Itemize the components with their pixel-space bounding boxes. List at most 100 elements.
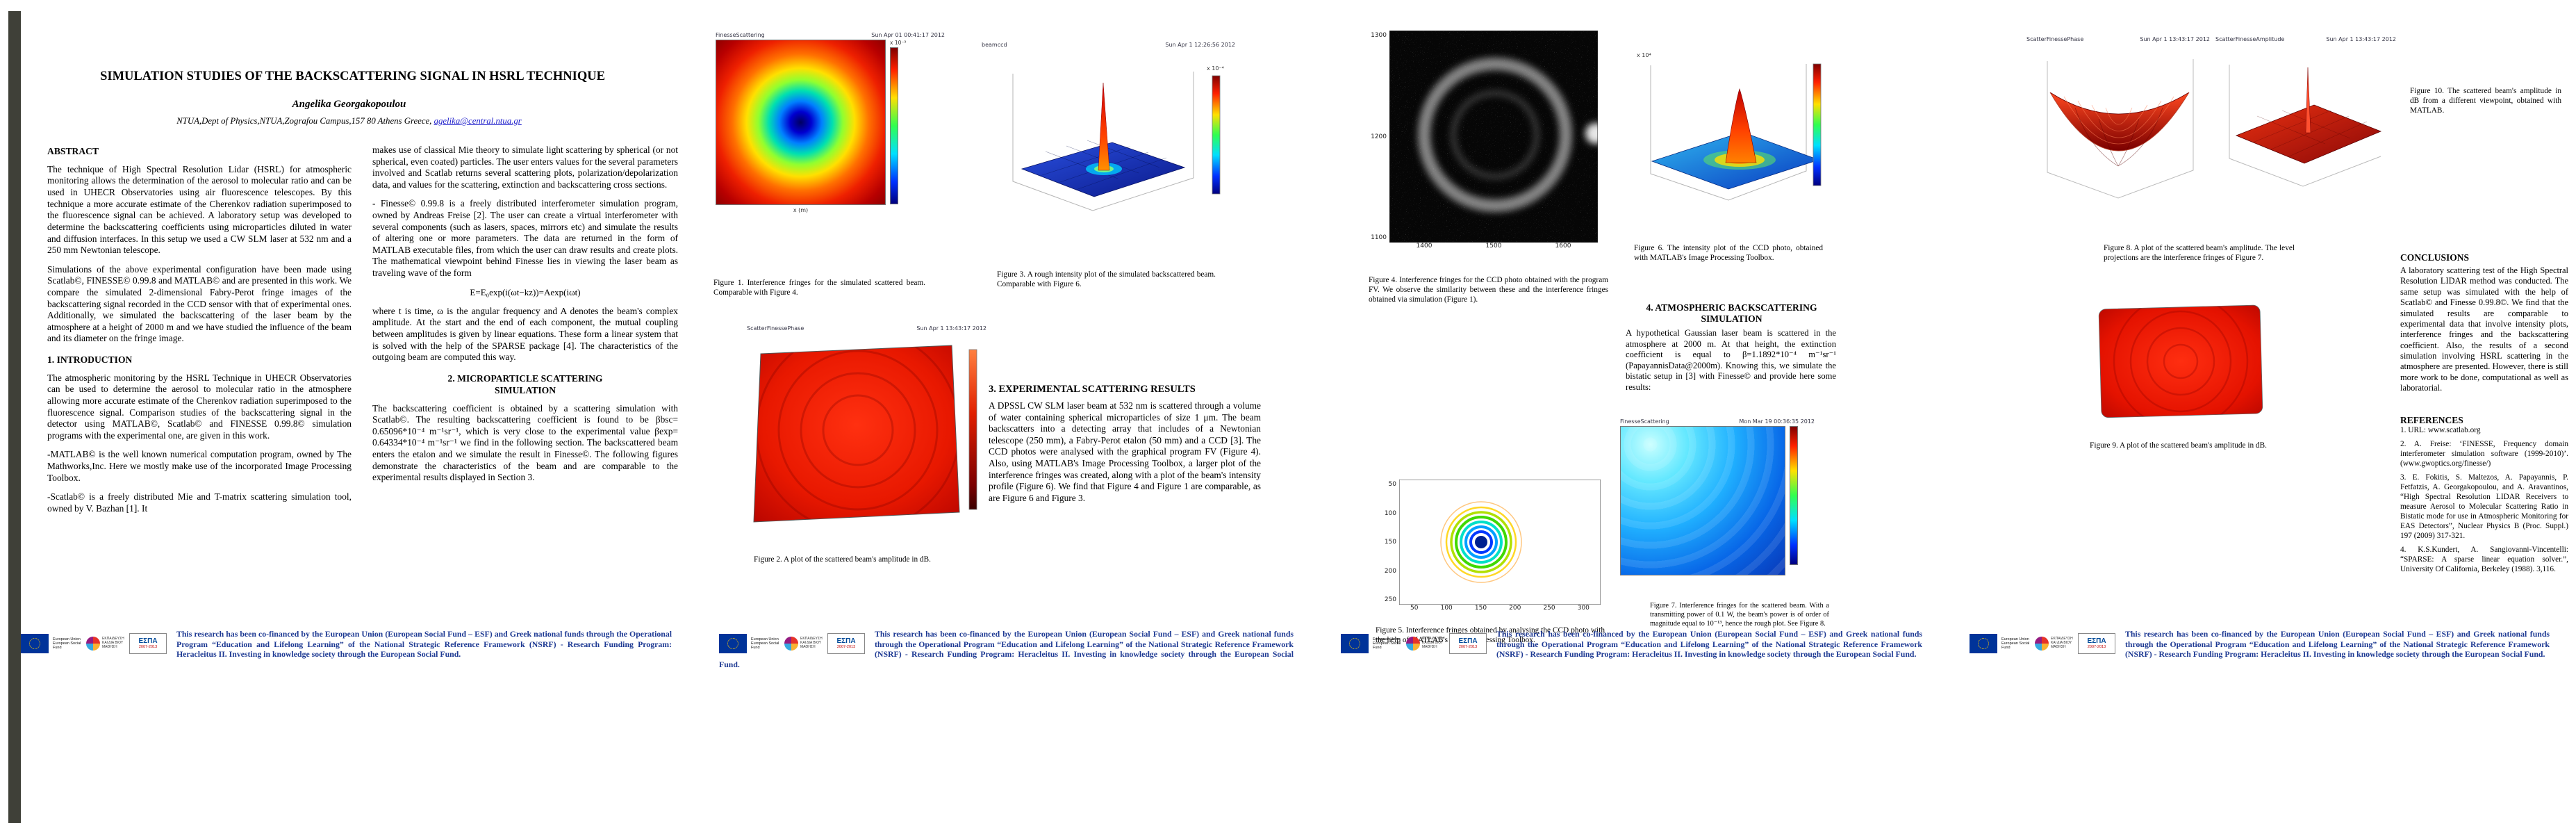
- figure-6: x 10⁴: [1624, 43, 1833, 231]
- eu-stars-icon: [1978, 638, 1989, 649]
- atmospheric-paragraph: A hypothetical Gaussian laser beam is sc…: [1626, 328, 1836, 393]
- op-label: ΕΚΠΑΙΔΕΥΣΗ ΚΑΙ ΔΙΑ ΒΙΟΥ ΜΑΘΗΣΗ: [1422, 637, 1444, 649]
- nsrf-label: ΕΣΠΑ: [138, 637, 158, 645]
- figure-5-x-axis: 50 100 150 200 250 300: [1399, 605, 1601, 614]
- nsrf-years: 2007-2013: [836, 645, 856, 649]
- figure-9-caption: Figure 9. A plot of the scattered beam's…: [2090, 441, 2267, 450]
- figure-8-axes: [2047, 59, 2194, 199]
- tick-label: 200: [1384, 567, 1396, 575]
- figure-8-window-title: ScatterFinessePhase: [2026, 36, 2084, 42]
- figure-3-plot: x 10⁻⁴: [982, 49, 1232, 237]
- figure-1-xlabel: x (m): [793, 207, 809, 213]
- tick-label: 50: [1388, 481, 1396, 488]
- figure-3-colorbar: [1212, 75, 1221, 195]
- figure-5-plot: [1399, 480, 1601, 605]
- eu-flag-label: European Union European Social Fund: [1373, 637, 1401, 651]
- figure-3-window-title: beamccd: [982, 42, 1007, 48]
- nsrf-label: ΕΣΠΑ: [2087, 637, 2106, 645]
- nsrf-logo: ΕΣΠΑ 2007-2013: [129, 633, 167, 654]
- op-label: ΕΚΠΑΙΔΕΥΣΗ ΚΑΙ ΔΙΑ ΒΙΟΥ ΜΑΘΗΣΗ: [2051, 637, 2073, 649]
- page1-column-left: ABSTRACT The technique of High Spectral …: [47, 145, 352, 523]
- tick-label: 250: [1543, 605, 1555, 612]
- atmospheric-heading: 4. ATMOSPHERIC BACKSCATTERING SIMULATION: [1626, 302, 1838, 325]
- eu-stars-icon: [1349, 638, 1360, 649]
- tick-label: 150: [1474, 605, 1487, 612]
- figure-5-fringe-center: [1475, 536, 1487, 548]
- eu-stars-icon: [29, 638, 40, 649]
- tick-label: 200: [1509, 605, 1521, 612]
- eu-stars-icon: [727, 638, 738, 649]
- figure-4-x-axis: 1400 1500 1600: [1389, 243, 1598, 252]
- figure-10-header: ScatterFinesseAmplitude Sun Apr 1 13:43:…: [2215, 36, 2396, 42]
- email-link[interactable]: agelika@central.ntua.gr: [434, 116, 522, 126]
- figure-2-window-title: ScatterFinessePhase: [747, 325, 804, 332]
- microparticle-paragraph: The backscattering coefficient is obtain…: [372, 402, 678, 483]
- op-label: ΕΚΠΑΙΔΕΥΣΗ ΚΑΙ ΔΙΑ ΒΙΟΥ ΜΑΘΗΣΗ: [102, 637, 124, 649]
- figure-1-window-title: FinesseScattering: [716, 32, 765, 38]
- figure-5: 50 100 150 200 250: [1381, 480, 1601, 614]
- operational-programme-logo: ΕΚΠΑΙΔΕΥΣΗ ΚΑΙ ΔΙΑ ΒΙΟΥ ΜΑΘΗΣΗ: [2035, 637, 2074, 651]
- nsrf-logo: ΕΣΠΑ 2007-2013: [827, 633, 865, 654]
- references-heading: REFERENCES: [2400, 415, 2463, 426]
- experimental-pa: A DPSSL CW SLM laser beam at 532 nm is s…: [989, 400, 1261, 504]
- figure-7-colorbar-wrap: [1790, 426, 1798, 565]
- figure-1-caption: Figure 1. Interference fringes for the s…: [713, 279, 925, 297]
- figure-7-date: Mon Mar 19 00:36:35 2012: [1739, 418, 1815, 425]
- tick-label: 100: [1384, 509, 1396, 517]
- nsrf-years: 2007-2013: [138, 645, 158, 649]
- figure-10-surface: [2235, 104, 2382, 164]
- op-circle-icon: [784, 637, 798, 651]
- funding-text: This research has been co-financed by th…: [2125, 629, 2550, 660]
- figure-7-window-title: FinesseScattering: [1620, 418, 1669, 425]
- figure-3-caption: Figure 3. A rough intensity plot of the …: [997, 270, 1216, 289]
- figure-2-plot: [747, 333, 983, 541]
- tick-label: 250: [1384, 596, 1396, 603]
- experimental-heading: 3. EXPERIMENTAL SCATTERING RESULTS: [989, 384, 1196, 395]
- figure-1-date: Sun Apr 01 00:41:17 2012: [871, 32, 945, 38]
- reference-item: 1. URL: www.scatlab.org: [2400, 426, 2481, 434]
- funding-text: This research has been co-financed by th…: [1496, 629, 1922, 660]
- introduction-paragraph-3: -Scatlab© is a freely distributed Mie an…: [47, 491, 352, 514]
- figure-6-exponent-label: x 10⁴: [1637, 52, 1651, 58]
- conclusions-block: A laboratory scattering test of the High…: [2400, 265, 2568, 394]
- figure-4: 1300 1200 1100: [1370, 31, 1598, 252]
- eu-flag-label: European Union European Social Fund: [751, 637, 779, 651]
- figure-3: beamccd Sun Apr 1 12:26:56 2012: [982, 42, 1235, 240]
- affiliation-text: NTUA,Dept of Physics,NTUA,Zografou Campu…: [176, 116, 434, 126]
- conclusions-heading: CONCLUSIONS: [2400, 252, 2470, 263]
- nsrf-label: ΕΣΠΑ: [1458, 637, 1478, 645]
- nsrf-logo: ΕΣΠΑ 2007-2013: [2078, 633, 2115, 654]
- left-edge-bar: [8, 11, 21, 823]
- experimental-paragraph: A DPSSL CW SLM laser beam at 532 nm is s…: [989, 400, 1261, 503]
- figure-2: ScatterFinessePhase Sun Apr 1 13:43:17 2…: [747, 325, 986, 545]
- page-3: 1300 1200 1100: [1320, 0, 1949, 834]
- operational-programme-logo: ΕΚΠΑΙΔΕΥΣΗ ΚΑΙ ΔΙΑ ΒΙΟΥ ΜΑΘΗΣΗ: [86, 637, 125, 651]
- tick-label: 1600: [1555, 243, 1571, 250]
- reference-item: 3. E. Fokitis, S. Maltezos, A. Papayanni…: [2400, 473, 2568, 540]
- figure-6-caption: Figure 6. The intensity plot of the CCD …: [1634, 244, 1823, 263]
- figure-3-axes: [1012, 72, 1194, 211]
- figure-2-header: ScatterFinessePhase Sun Apr 1 13:43:17 2…: [747, 325, 986, 332]
- funding-footer: European Union European Social Fund ΕΚΠΑ…: [21, 629, 672, 660]
- funding-logos: European Union European Social Fund ΕΚΠΑ…: [1970, 630, 2118, 657]
- reference-item: 4. K.S.Kundert, A. Sangiovanni-Vincentel…: [2400, 546, 2568, 573]
- sparse-paragraph: where t is time, ω is the angular freque…: [372, 305, 678, 363]
- page-1: SIMULATION STUDIES OF THE BACKSCATTERING…: [0, 0, 698, 834]
- tick-label: 150: [1384, 539, 1396, 546]
- microparticle-heading: 2. MICROPARTICLE SCATTERING SIMULATION: [447, 373, 603, 395]
- poster-title: SIMULATION STUDIES OF THE BACKSCATTERING…: [100, 70, 605, 83]
- abstract-paragraph-1: The technique of High Spectral Resolutio…: [47, 163, 352, 256]
- figure-6-peak: [1725, 88, 1757, 163]
- funding-footer: European Union European Social Fund ΕΚΠΑ…: [1970, 629, 2550, 660]
- op-label: ΕΚΠΑΙΔΕΥΣΗ ΚΑΙ ΔΙΑ ΒΙΟΥ ΜΑΘΗΣΗ: [800, 637, 823, 649]
- figure-10: ScatterFinesseAmplitude Sun Apr 1 13:43:…: [2215, 36, 2396, 221]
- funding-logos: European Union European Social Fund ΕΚΠΑ…: [21, 630, 170, 657]
- tick-label: 50: [1410, 605, 1419, 612]
- scatlab-continuation-paragraph: makes use of classical Mie theory to sim…: [372, 145, 678, 190]
- figure-6-plot: x 10⁴: [1624, 43, 1833, 227]
- funding-footer: European Union European Social Fund ΕΚΠΑ…: [719, 629, 1294, 670]
- poster-affiliation: NTUA,Dept of Physics,NTUA,Zografou Campu…: [28, 116, 670, 126]
- nsrf-label: ΕΣΠΑ: [836, 637, 856, 645]
- figure-6-axes: [1650, 64, 1807, 201]
- figure-10-window-title: ScatterFinesseAmplitude: [2215, 36, 2285, 42]
